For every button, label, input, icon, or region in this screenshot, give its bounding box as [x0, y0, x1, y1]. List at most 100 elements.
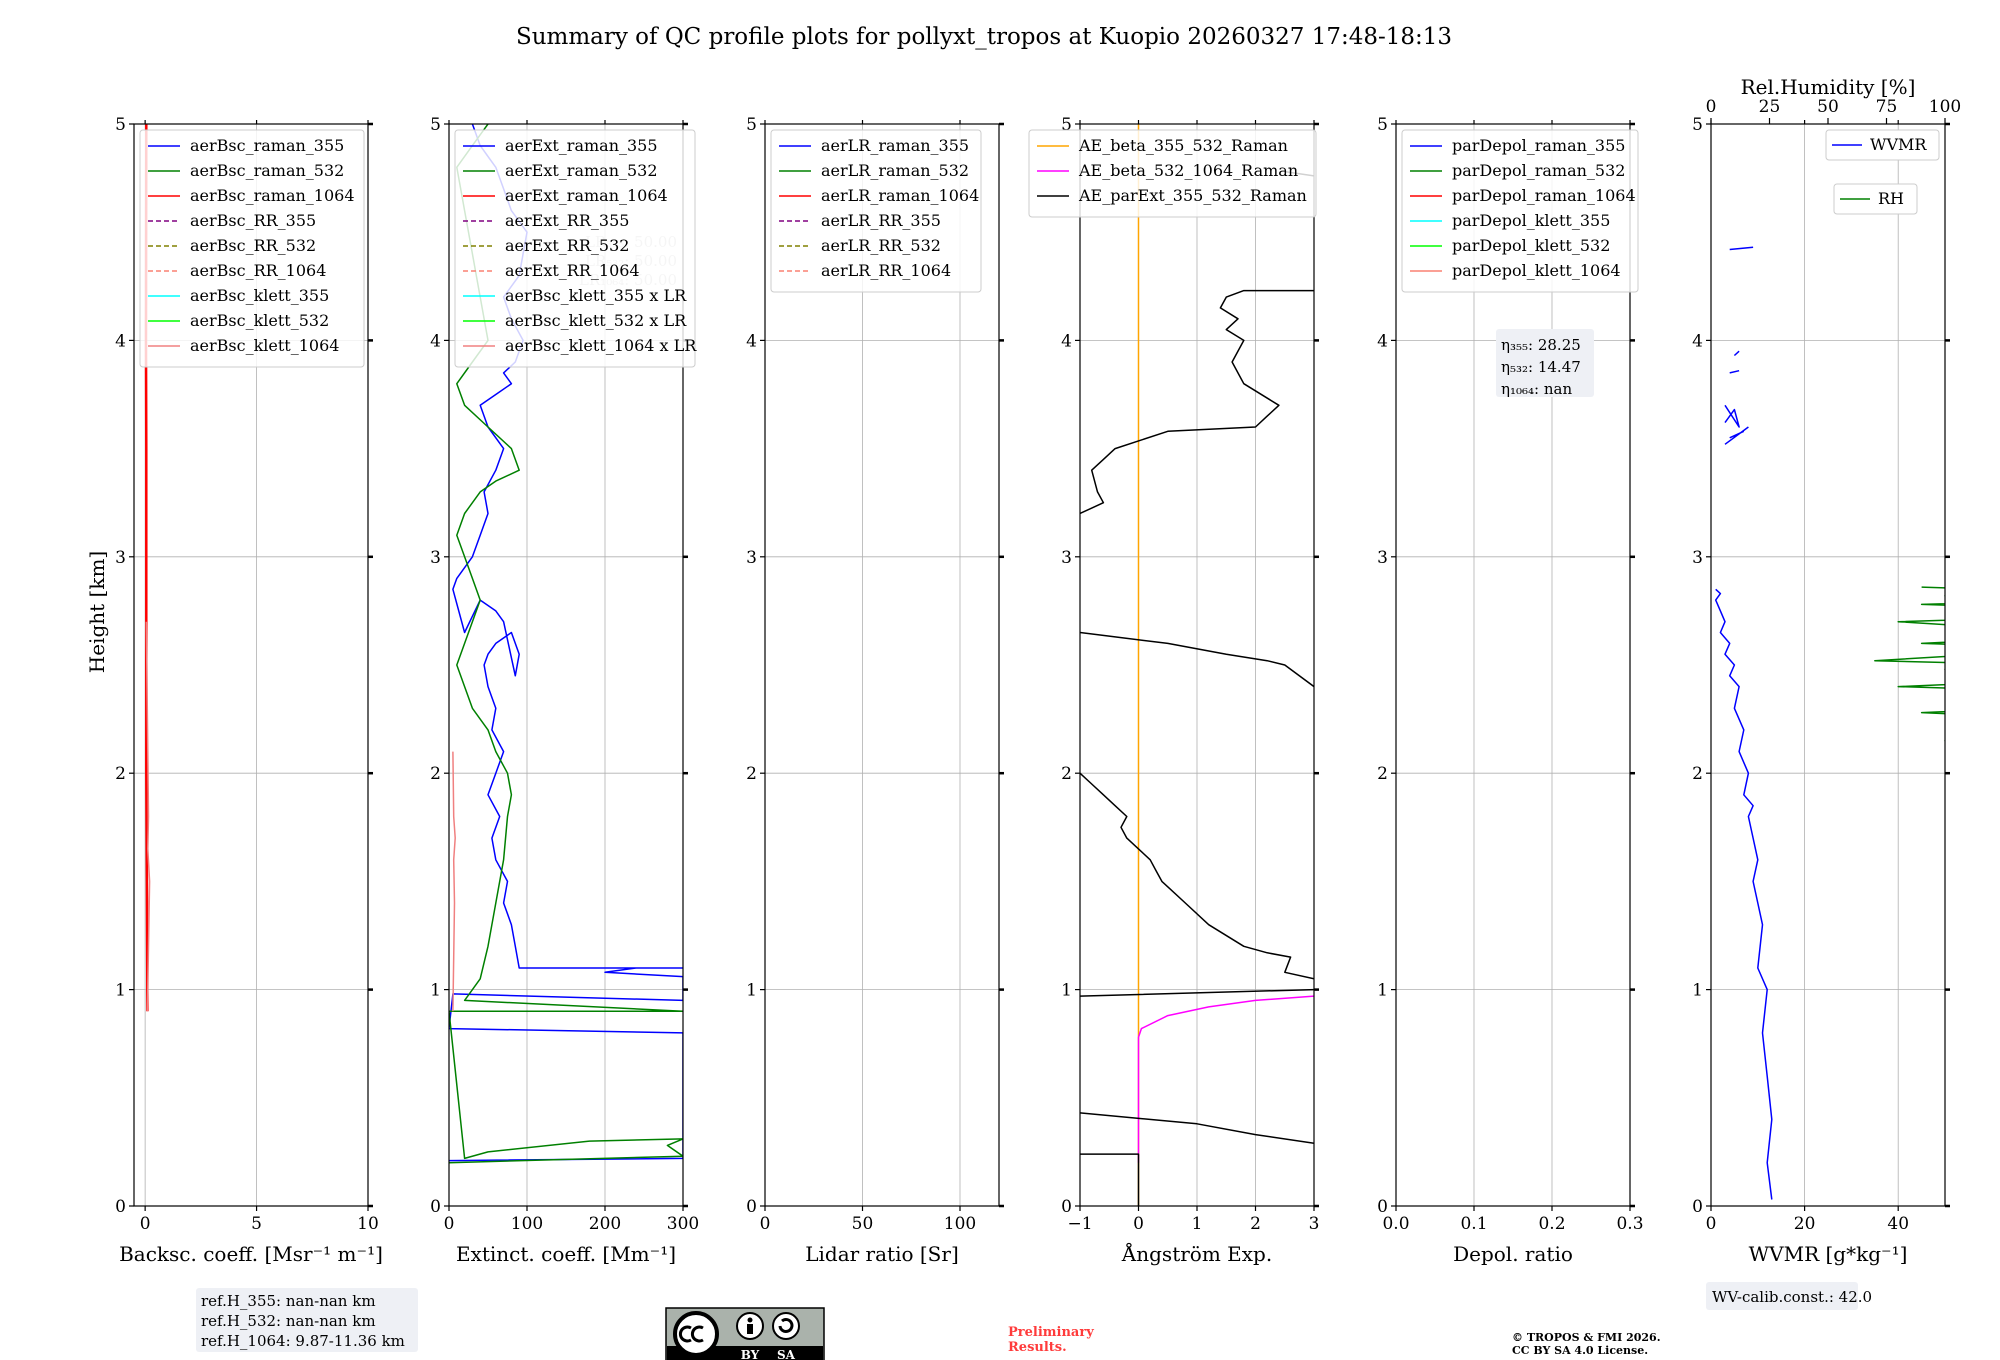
ref-height-355: ref.H_355: nan-nan km [201, 1292, 376, 1310]
panel-depol: 0.0 0.1 0.2 0.3 0 1 2 3 4 5 Depol. ratio η₃₅₅: 28.2… [1377, 115, 1643, 1266]
y-tick-label: 4 [1692, 331, 1703, 351]
legend-label-aerExt_RR_1064: aerExt_RR_1064 [505, 261, 640, 280]
x-tick-label: −1 [1067, 1214, 1092, 1234]
copyright-line-1: © TROPOS & FMI 2026. [1512, 1331, 1661, 1344]
by-body-icon [747, 1324, 753, 1334]
legend-label-aerExt_raman_532: aerExt_raman_532 [505, 161, 658, 180]
legend-label-aerExt_raman_1064: aerExt_raman_1064 [505, 186, 668, 205]
panel-wvmr: 0 20 40 0 1 2 3 4 5 WVMR [g*kg⁻¹] 0 25 50 75 100 Rel.Hu… [1692, 75, 1961, 1266]
x-tick-label: 200 [589, 1214, 621, 1234]
legend-label-aerExt_RR_355: aerExt_RR_355 [505, 211, 629, 230]
secondary-x-tick-label: 100 [1929, 97, 1961, 117]
legend-label-aerBsc_klett_532: aerBsc_klett_532 [190, 311, 329, 330]
legend-box [1825, 129, 1940, 161]
legend-label-aerLR_RR_355: aerLR_RR_355 [821, 211, 941, 230]
legend-box [1028, 129, 1317, 218]
y-tick-label: 5 [1061, 115, 1072, 135]
x-tick-label: 3 [1309, 1214, 1320, 1234]
eta-annotation: η₁₀₆₄: nan [1501, 380, 1572, 398]
ref-heights-box: ref.H_355: nan-nan km ref.H_532: nan-nan… [196, 1288, 418, 1352]
y-tick-label: 4 [746, 331, 757, 351]
series-line-WVMR [1714, 246, 1773, 1200]
x-axis-label: Ångström Exp. [1121, 1241, 1272, 1266]
y-tick-label: 3 [1061, 548, 1072, 568]
legend-label-aerLR_raman_532: aerLR_raman_532 [821, 161, 969, 180]
y-tick-label: 0 [115, 1197, 126, 1217]
legend-label-aerBsc_raman_532: aerBsc_raman_532 [190, 161, 344, 180]
y-axis-label: Height [km] [85, 551, 109, 673]
y-tick-label: 3 [430, 548, 441, 568]
legend-label-aerBsc_klett_1064 x LR: aerBsc_klett_1064 x LR [505, 336, 697, 355]
series-line-AE_beta_532_1064_Raman [1137, 995, 1314, 1163]
legend-box [139, 129, 365, 368]
axes-frame [1710, 123, 1946, 1207]
ref-heights-background [196, 1288, 418, 1352]
series-line-aerBsc_klett_1064 [145, 621, 151, 1012]
sa-icon [772, 1312, 800, 1340]
legend-box [1833, 183, 1918, 215]
legend-label-aerExt_raman_355: aerExt_raman_355 [505, 136, 658, 155]
y-tick-label: 2 [1377, 764, 1388, 784]
eta-annotation: η₃₅₅: 28.25 [1501, 336, 1581, 354]
x-tick-label: 300 [667, 1214, 699, 1234]
ref-height-532: ref.H_532: nan-nan km [201, 1312, 376, 1330]
legend-label-AE_beta_355_532_Raman: AE_beta_355_532_Raman [1078, 136, 1288, 155]
legend-label-AE_beta_532_1064_Raman: AE_beta_532_1064_Raman [1078, 161, 1298, 180]
y-tick-label: 0 [746, 1197, 757, 1217]
y-tick-label: 1 [115, 981, 126, 1001]
y-tick-label: 2 [430, 764, 441, 784]
legend-label-parDepol_raman_1064: parDepol_raman_1064 [1452, 186, 1636, 205]
y-tick-label: 3 [746, 548, 757, 568]
y-tick-label: 0 [1061, 1197, 1072, 1217]
legend: aerBsc_raman_355 aerBsc_raman_532 aerBsc_r… [139, 129, 365, 368]
x-axis-label: Backsc. coeff. [Msr⁻¹ m⁻¹] [119, 1242, 383, 1266]
legend-label-aerExt_RR_532: aerExt_RR_532 [505, 236, 629, 255]
legend: aerExt_raman_355 aerExt_raman_532 aerExt_r… [454, 129, 697, 368]
x-tick-label: 0 [760, 1214, 771, 1234]
series-line-AE_parExt_355_532_Raman [1080, 170, 1314, 1206]
y-tick-label: 0 [1377, 1197, 1388, 1217]
eta-annotation: η₅₃₂: 14.47 [1501, 358, 1581, 376]
legend-label-aerLR_RR_1064: aerLR_RR_1064 [821, 261, 951, 280]
legend-box [1401, 129, 1639, 293]
by-head-icon [747, 1317, 753, 1323]
x-axis-label: Lidar ratio [Sr] [805, 1242, 959, 1266]
y-tick-label: 2 [746, 764, 757, 784]
y-tick-label: 4 [1377, 331, 1388, 351]
legend-box [770, 129, 982, 293]
secondary-x-tick-label: 0 [1706, 97, 1717, 117]
legend-label-WVMR: WVMR [1870, 135, 1927, 154]
x-axis-label: Extinct. coeff. [Mm⁻¹] [456, 1242, 676, 1266]
series-line-RH [1874, 586, 1945, 742]
legend: parDepol_raman_355 parDepol_raman_532 parD… [1401, 129, 1639, 293]
legend-label-aerBsc_raman_1064: aerBsc_raman_1064 [190, 186, 355, 205]
y-tick-label: 0 [1692, 1197, 1703, 1217]
y-tick-label: 1 [1061, 981, 1072, 1001]
legend-label-aerBsc_RR_532: aerBsc_RR_532 [190, 236, 316, 255]
axes-frame [448, 123, 684, 1207]
y-tick-label: 5 [430, 115, 441, 135]
legend-label-aerBsc_klett_355 x LR: aerBsc_klett_355 x LR [505, 286, 687, 305]
y-tick-label: 5 [115, 115, 126, 135]
legend-label-parDepol_klett_355: parDepol_klett_355 [1452, 211, 1610, 230]
x-tick-label: 0.0 [1382, 1214, 1409, 1234]
y-tick-label: 2 [115, 764, 126, 784]
plot-area [1714, 246, 1945, 1200]
legend-label-aerBsc_RR_355: aerBsc_RR_355 [190, 211, 316, 230]
wv-calib-constant: WV-calib.const.: 42.0 [1712, 1288, 1872, 1306]
legend-label-parDepol_raman_355: parDepol_raman_355 [1452, 136, 1625, 155]
sa-arrow-icon [778, 1318, 794, 1333]
x-tick-label: 0 [1133, 1214, 1144, 1234]
preliminary-line-2: Results. [1008, 1340, 1067, 1355]
figure-title: Summary of QC profile plots for pollyxt_… [516, 24, 1452, 50]
legend-label-RH: RH [1878, 189, 1904, 208]
copyright-line-2: CC BY SA 4.0 License. [1512, 1344, 1648, 1357]
secondary-x-tick-label: 50 [1817, 97, 1839, 117]
legend-label-parDepol_klett_1064: parDepol_klett_1064 [1452, 261, 1621, 280]
legend-label-aerLR_raman_355: aerLR_raman_355 [821, 136, 969, 155]
x-tick-label: 2 [1250, 1214, 1261, 1234]
ref-height-1064: ref.H_1064: 9.87-11.36 km [201, 1332, 405, 1350]
